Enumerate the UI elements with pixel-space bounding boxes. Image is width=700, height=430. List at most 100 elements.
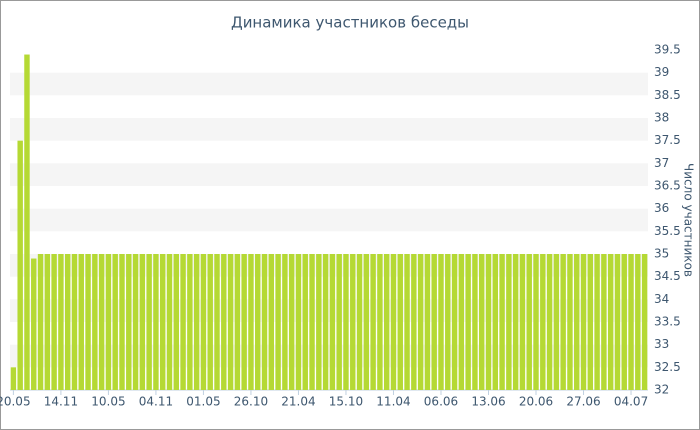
bar <box>173 254 180 390</box>
bar <box>445 254 451 390</box>
bar <box>519 254 526 390</box>
bar <box>553 254 560 390</box>
bar <box>255 254 261 390</box>
bar <box>187 254 193 390</box>
grid-band <box>10 163 648 186</box>
y-tick-label: 35 <box>654 247 669 261</box>
bar <box>607 254 614 390</box>
bar <box>363 254 370 390</box>
bar <box>424 254 431 390</box>
y-tick-label: 38 <box>654 111 669 125</box>
bar <box>567 254 573 390</box>
x-tick-label: 13.06 <box>471 395 505 409</box>
bar <box>126 254 132 390</box>
bar <box>587 254 594 390</box>
x-tick-label: 21.04 <box>281 395 315 409</box>
bar <box>560 254 566 390</box>
bar <box>105 254 112 390</box>
bar <box>139 254 146 390</box>
bar <box>601 254 607 390</box>
y-tick-label: 32.5 <box>654 360 681 374</box>
x-tick-label: 27.06 <box>566 395 600 409</box>
bar <box>17 140 23 390</box>
bar <box>234 254 241 390</box>
bar <box>499 254 505 390</box>
bar <box>512 254 519 390</box>
x-tick-label: 11.04 <box>376 395 410 409</box>
bar <box>451 254 458 390</box>
bar <box>241 254 247 390</box>
bar <box>492 254 499 390</box>
bar <box>465 254 471 390</box>
bar <box>44 254 51 390</box>
bar <box>295 254 302 390</box>
x-tick-label: 04.07 <box>614 395 648 409</box>
x-tick-label: 10.05 <box>91 395 125 409</box>
bar <box>350 254 356 390</box>
bar <box>397 254 403 390</box>
bar <box>214 254 220 390</box>
bar <box>322 254 329 390</box>
bar <box>438 254 444 390</box>
y-tick-label: 36 <box>654 201 669 215</box>
y-tick-label: 39 <box>654 65 669 79</box>
bar <box>159 254 166 390</box>
bar <box>485 254 492 390</box>
y-tick-label: 38.5 <box>654 88 681 102</box>
bar <box>329 254 336 390</box>
bar <box>119 254 125 390</box>
x-tick-label: 26.10 <box>234 395 268 409</box>
bar <box>621 254 627 390</box>
bar <box>336 254 342 390</box>
bar <box>288 254 295 390</box>
y-tick-label: 34.5 <box>654 269 681 283</box>
bar <box>316 254 322 390</box>
bar <box>58 254 64 390</box>
bar <box>370 254 376 390</box>
bar <box>478 254 485 390</box>
y-tick-label: 32 <box>654 383 669 397</box>
bar <box>78 254 84 390</box>
bar <box>417 254 424 390</box>
y-tick-label: 34 <box>654 292 669 306</box>
bar <box>180 254 186 390</box>
bar <box>302 254 308 390</box>
x-tick-label: 14.11 <box>44 395 78 409</box>
y-tick-label: 37 <box>654 156 669 170</box>
bar <box>546 254 553 390</box>
bar <box>132 254 139 390</box>
bar <box>458 254 465 390</box>
bar <box>71 254 78 390</box>
y-tick-label: 33 <box>654 337 669 351</box>
x-tick-label: 06.06 <box>424 395 458 409</box>
bar <box>580 254 587 390</box>
x-tick-label: 20.06 <box>519 395 553 409</box>
bar <box>227 254 234 390</box>
grid-band <box>10 72 648 96</box>
bar <box>472 254 478 390</box>
bar <box>383 254 390 390</box>
x-tick-label: 04.11 <box>139 395 173 409</box>
bar <box>614 254 621 390</box>
y-tick-label: 37.5 <box>654 133 681 147</box>
bar <box>594 254 600 390</box>
bar <box>64 254 71 390</box>
bar <box>24 54 30 391</box>
bar <box>533 254 539 390</box>
bar <box>261 254 268 390</box>
bar <box>193 254 200 390</box>
bar <box>10 367 17 390</box>
y-tick-label: 35.5 <box>654 224 681 238</box>
bar <box>92 254 98 390</box>
bar <box>153 254 159 390</box>
bar <box>431 254 437 390</box>
bar <box>356 254 363 390</box>
bar <box>98 254 105 390</box>
x-tick-label: 15.10 <box>329 395 363 409</box>
bar <box>309 254 315 390</box>
bar <box>526 254 532 390</box>
y-tick-label: 36.5 <box>654 179 681 193</box>
grid-band <box>10 118 648 141</box>
y-tick-label: 33.5 <box>654 315 681 329</box>
